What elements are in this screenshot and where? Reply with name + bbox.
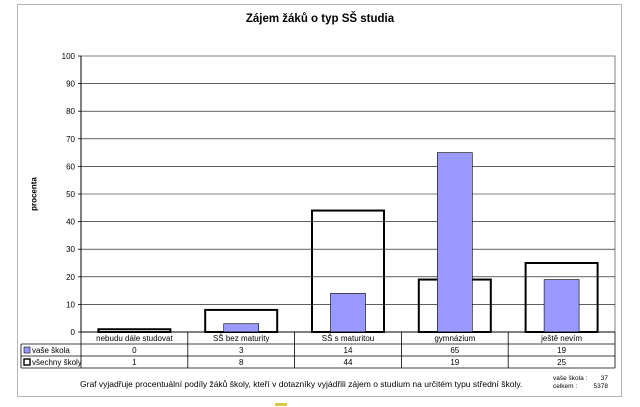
data-label: 14	[344, 346, 353, 355]
data-label: 0	[132, 346, 137, 355]
data-label: 44	[344, 358, 353, 367]
x-category-label: SŠ bez maturity	[213, 334, 269, 343]
x-category-label: SŠ s maturitou	[322, 334, 374, 343]
respondent-counts: vaše škola : 37 celkem : 5378	[553, 375, 608, 391]
data-label: 8	[239, 358, 244, 367]
legend-key-vsechny-skoly	[23, 358, 31, 366]
y-tick-label: 10	[66, 300, 75, 309]
bar-vase-skola	[330, 293, 366, 333]
data-label: 65	[450, 346, 459, 355]
chart-title: Zájem žáků o typ SŠ studia	[245, 13, 395, 25]
data-label: 19	[450, 358, 459, 367]
y-tick-label: 0	[71, 328, 76, 337]
decorative-mark	[275, 403, 287, 406]
total-count-value: 5378	[593, 383, 608, 390]
data-label: 25	[557, 358, 566, 367]
bar-vase-skola	[223, 323, 259, 333]
y-tick-label: 20	[66, 273, 75, 282]
data-label: 19	[557, 346, 566, 355]
total-count-label: celkem :	[553, 383, 578, 390]
legend-key-vase-skola	[23, 346, 31, 354]
y-tick-label: 80	[66, 107, 75, 116]
chart-frame	[17, 4, 622, 397]
chart-note: Graf vyjadřuje procentuální podíly žáků …	[80, 379, 523, 389]
x-category-label: ještě nevím	[540, 334, 582, 343]
legend-label: vaše škola	[32, 346, 70, 355]
y-tick-label: 30	[66, 245, 75, 254]
y-tick-label: 60	[66, 162, 75, 171]
bar-vase-skola	[543, 279, 580, 333]
bar-vase-skola	[436, 152, 473, 333]
legend-label: všechny školy	[32, 358, 82, 367]
x-category-label: nebudu dále studovat	[96, 334, 173, 343]
y-tick-label: 90	[66, 80, 75, 89]
y-tick-label: 50	[66, 190, 75, 199]
school-count-value: 37	[600, 375, 608, 382]
x-category-label: gymnázium	[434, 334, 475, 343]
y-tick-label: 70	[66, 135, 75, 144]
y-tick-label: 40	[66, 218, 75, 227]
school-count-label: vaše škola :	[553, 375, 588, 382]
y-tick-label: 100	[62, 52, 76, 61]
data-label: 1	[132, 358, 137, 367]
data-label: 3	[239, 346, 244, 355]
